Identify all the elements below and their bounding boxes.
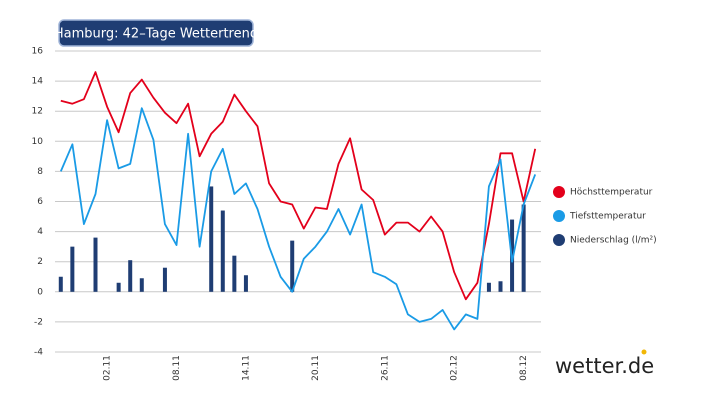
- legend-marker: [553, 234, 565, 246]
- title-box: [58, 19, 254, 47]
- y-tick-label: 4: [37, 227, 43, 237]
- chart-title: Hamburg: 42–Tage Wettertrend: [54, 27, 258, 42]
- temperature-line: [60, 71, 537, 301]
- precip-bar: [243, 275, 248, 292]
- legend-marker: [553, 186, 565, 198]
- legend-marker: [553, 210, 565, 222]
- precip-bar: [162, 267, 167, 292]
- x-tick-label: 02.12: [450, 355, 460, 381]
- y-tick-label: 2: [37, 257, 43, 267]
- logo-dot: [641, 349, 647, 355]
- precip-bar: [209, 186, 214, 292]
- precip-bar: [58, 276, 63, 292]
- precip-bar: [70, 246, 75, 292]
- precip-bar: [521, 204, 526, 292]
- precip-bar: [128, 260, 133, 292]
- legend-label: Höchsttemperatur: [570, 188, 653, 198]
- precip-bar: [220, 210, 225, 292]
- y-tick-label: 0: [37, 287, 43, 297]
- precip-bar: [232, 255, 237, 292]
- x-tick-label: 20.11: [311, 355, 321, 381]
- x-tick-label: 08.11: [172, 355, 182, 381]
- precip-bar: [498, 281, 503, 292]
- legend-label: Tiefsttemperatur: [569, 212, 646, 222]
- temperature-line: [59, 107, 537, 331]
- y-tick-label: 10: [32, 137, 44, 147]
- x-tick-label: 26.11: [380, 355, 390, 381]
- y-tick-label: 16: [32, 47, 44, 57]
- y-tick-label: -2: [34, 317, 43, 327]
- y-tick-label: 8: [37, 167, 43, 177]
- precip-bar: [116, 282, 121, 292]
- y-tick-label: 6: [37, 197, 43, 207]
- legend-label: Niederschlag (l/m²): [570, 236, 657, 246]
- precip-bar: [93, 237, 98, 292]
- brand-logo: wetter.de: [555, 354, 654, 378]
- y-tick-label: 14: [32, 77, 44, 87]
- y-tick-label: -4: [34, 348, 43, 358]
- y-tick-label: 12: [32, 107, 43, 117]
- x-tick-label: 02.11: [103, 355, 113, 381]
- precip-bar: [290, 240, 295, 292]
- precip-bar: [139, 278, 144, 292]
- x-tick-label: 14.11: [241, 355, 251, 381]
- precip-bar: [486, 282, 491, 292]
- x-tick-label: 08.12: [519, 355, 529, 381]
